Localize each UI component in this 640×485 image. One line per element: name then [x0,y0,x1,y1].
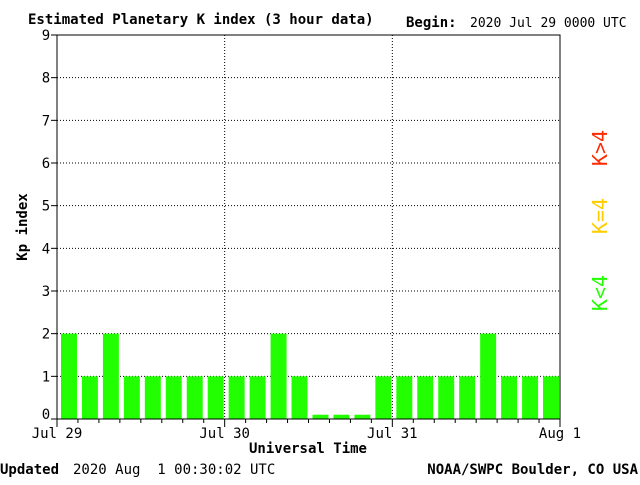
kp-bar [459,376,476,419]
kp-bar [165,376,182,419]
x-tick-label: Jul 30 [199,426,250,442]
kp-bar [291,376,308,419]
y-axis-label: Kp index [15,193,31,261]
x-tick-label: Aug 1 [539,426,581,442]
kp-bar [396,376,413,419]
y-tick-label: 0 [42,407,50,423]
x-axis-label: Universal Time [249,441,367,457]
x-axis-ticks: Jul 29 Jul 30 Jul 31 Aug 1 [32,419,581,442]
y-axis-ticks: 0 1 2 3 4 5 6 7 8 9 [42,28,57,423]
kp-bar [207,376,224,419]
y-tick-label: 5 [42,199,50,215]
legend-k-equal-4: K=4 [588,198,612,234]
kp-bar [333,414,350,419]
kp-bar [480,333,497,419]
x-tick-label: Jul 31 [367,426,418,442]
kp-bar [522,376,539,419]
updated-label: Updated [0,462,59,478]
y-tick-label: 6 [42,156,50,172]
kp-bar [354,414,371,419]
begin-value: 2020 Jul 29 0000 UTC [470,16,627,31]
plot-area: 0 1 2 3 4 5 6 7 8 9 Jul 29 Jul 30 Jul 31 Aug 1 [32,28,581,442]
kp-bar [186,376,203,419]
kp-bar [144,376,161,419]
k-legend: K>4 K=4 K<4 [588,130,612,311]
kp-bar [123,376,140,419]
kp-bar [61,333,77,419]
updated-value: 2020 Aug 1 00:30:02 UTC [73,462,275,478]
kp-bar [228,376,245,419]
kp-bar [249,376,266,419]
chart-title: Estimated Planetary K index (3 hour data… [28,12,374,28]
kp-bar [270,333,287,419]
source-credit: NOAA/SWPC Boulder, CO USA [427,462,638,478]
bars-group [61,333,559,419]
kp-bar [102,333,119,419]
y-tick-label: 7 [42,113,50,129]
y-tick-label: 2 [42,327,50,343]
begin-label: Begin: [406,15,457,31]
y-tick-label: 8 [42,71,50,87]
kp-bar [417,376,434,419]
legend-k-greater-4: K>4 [588,130,612,166]
y-tick-label: 9 [42,28,50,44]
y-tick-label: 4 [42,241,50,257]
kp-bar [312,414,329,419]
y-tick-label: 3 [42,284,50,300]
legend-k-less-4: K<4 [588,275,612,311]
kp-bar [543,376,559,419]
x-tick-label: Jul 29 [32,426,83,442]
plot-background [57,35,560,419]
kp-bar [81,376,98,419]
y-tick-label: 1 [42,369,50,385]
kp-bar [501,376,518,419]
grid-lines [57,35,560,419]
kp-bar [438,376,455,419]
kp-bar [375,376,392,419]
